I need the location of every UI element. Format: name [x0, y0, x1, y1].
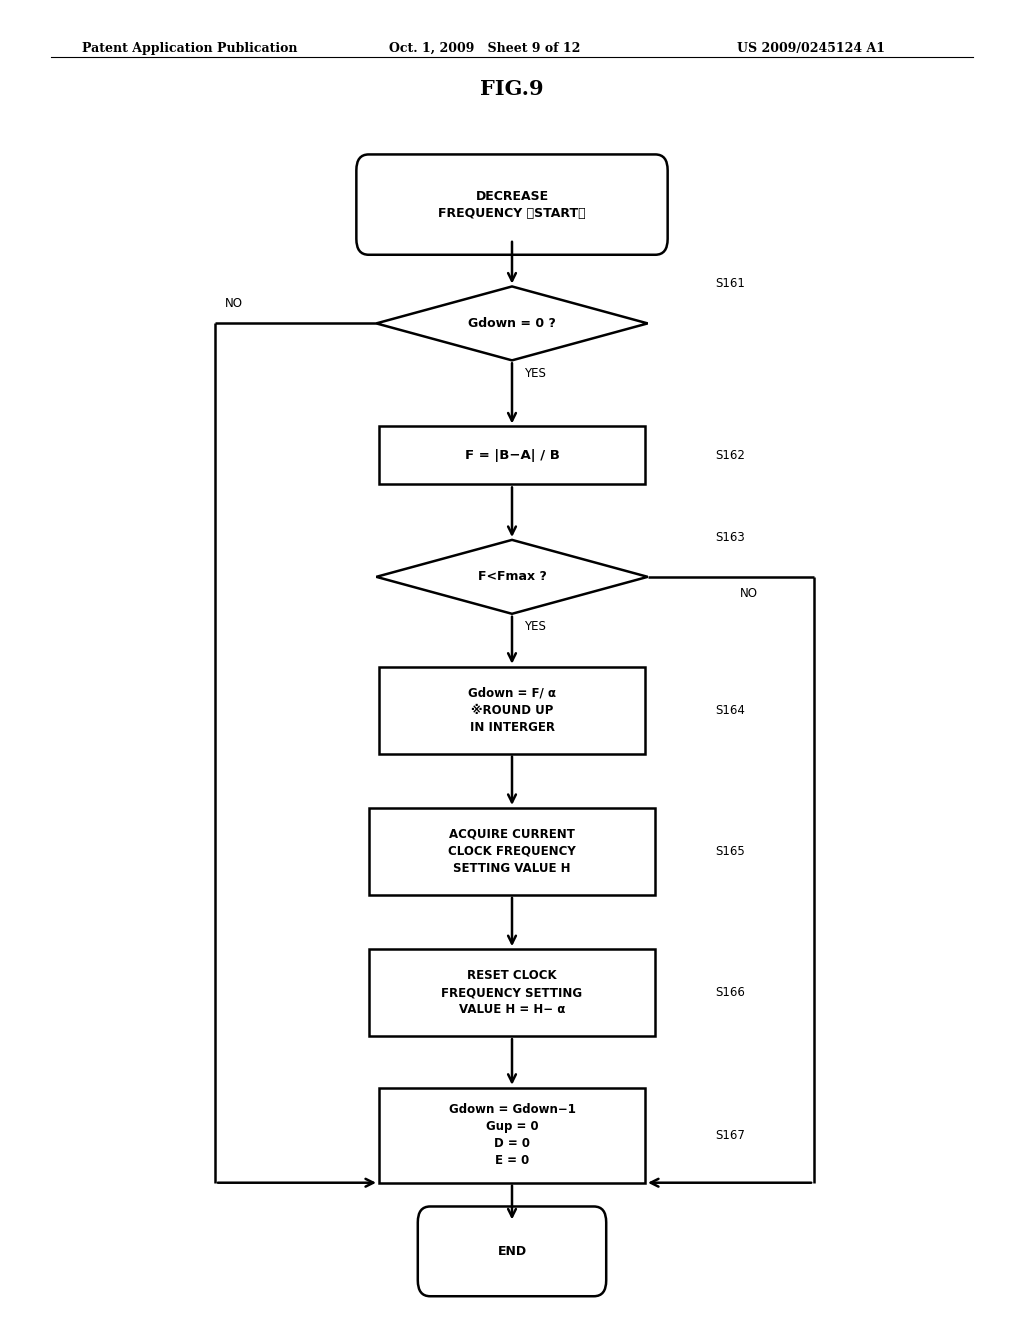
- FancyBboxPatch shape: [356, 154, 668, 255]
- Text: S164: S164: [715, 704, 744, 717]
- FancyBboxPatch shape: [418, 1206, 606, 1296]
- Bar: [379, 426, 645, 484]
- Text: Oct. 1, 2009   Sheet 9 of 12: Oct. 1, 2009 Sheet 9 of 12: [389, 42, 581, 55]
- Text: NO: NO: [225, 297, 244, 310]
- Text: FIG.9: FIG.9: [480, 79, 544, 99]
- Text: YES: YES: [524, 620, 546, 634]
- Bar: [379, 667, 645, 754]
- Text: END: END: [498, 1245, 526, 1258]
- Text: S167: S167: [715, 1129, 744, 1142]
- Text: S163: S163: [715, 531, 744, 544]
- Text: NO: NO: [740, 587, 759, 601]
- Text: Gdown = F/ α
※ROUND UP
IN INTERGER: Gdown = F/ α ※ROUND UP IN INTERGER: [468, 686, 556, 734]
- Text: F = |B−A| / B: F = |B−A| / B: [465, 449, 559, 462]
- Text: Patent Application Publication: Patent Application Publication: [82, 42, 297, 55]
- Bar: [369, 808, 655, 895]
- Polygon shape: [377, 286, 648, 360]
- Text: S165: S165: [715, 845, 744, 858]
- Text: ACQUIRE CURRENT
CLOCK FREQUENCY
SETTING VALUE H: ACQUIRE CURRENT CLOCK FREQUENCY SETTING …: [449, 828, 575, 875]
- Text: S161: S161: [715, 277, 744, 290]
- Text: YES: YES: [524, 367, 546, 380]
- Text: S162: S162: [715, 449, 744, 462]
- Text: US 2009/0245124 A1: US 2009/0245124 A1: [737, 42, 886, 55]
- Text: F<Fmax ?: F<Fmax ?: [477, 570, 547, 583]
- Text: DECREASE
FREQUENCY 【START】: DECREASE FREQUENCY 【START】: [438, 190, 586, 219]
- Text: S166: S166: [715, 986, 744, 999]
- Bar: [369, 949, 655, 1036]
- Bar: [379, 1088, 645, 1183]
- Polygon shape: [377, 540, 648, 614]
- Text: Gdown = 0 ?: Gdown = 0 ?: [468, 317, 556, 330]
- Text: Gdown = Gdown−1
Gup = 0
D = 0
E = 0: Gdown = Gdown−1 Gup = 0 D = 0 E = 0: [449, 1104, 575, 1167]
- Text: RESET CLOCK
FREQUENCY SETTING
VALUE H = H− α: RESET CLOCK FREQUENCY SETTING VALUE H = …: [441, 969, 583, 1016]
